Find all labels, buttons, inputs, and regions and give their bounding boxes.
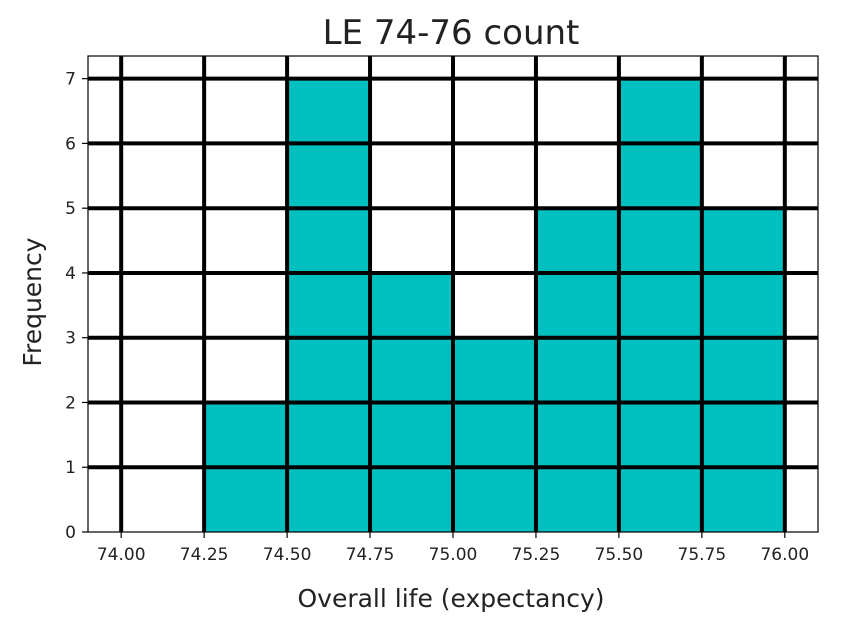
- y-axis-label: Frequency: [18, 237, 47, 366]
- histogram-bar: [287, 78, 371, 533]
- x-tick-label: 75.75: [678, 545, 727, 565]
- y-tick-label: 5: [65, 199, 76, 219]
- x-axis-label: Overall life (expectancy): [297, 584, 604, 613]
- y-tick-label: 4: [65, 264, 76, 284]
- x-tick-label: 74.25: [180, 545, 229, 565]
- histogram-bar: [618, 78, 702, 533]
- histogram-bar: [535, 208, 619, 532]
- y-axis-ticks: 0 1 2 3 4 5 6 7: [65, 70, 88, 543]
- x-tick-label: 76.00: [760, 545, 809, 565]
- grid-lines: [88, 56, 818, 532]
- x-tick-label: 75.25: [512, 545, 561, 565]
- x-tick-label: 74.75: [346, 545, 395, 565]
- chart-title: LE 74-76 count: [323, 13, 580, 53]
- x-tick-label: 74.50: [263, 545, 312, 565]
- histogram-bar: [453, 337, 536, 532]
- y-tick-label: 2: [65, 393, 76, 413]
- y-tick-label: 3: [65, 329, 76, 349]
- x-tick-label: 75.00: [429, 545, 478, 565]
- y-tick-label: 0: [65, 523, 76, 543]
- bars-group: [204, 78, 785, 533]
- x-tick-label: 75.50: [595, 545, 644, 565]
- y-tick-label: 1: [65, 458, 76, 478]
- x-tick-label: 74.00: [97, 545, 146, 565]
- y-tick-label: 6: [65, 134, 76, 154]
- histogram-bar: [701, 208, 785, 532]
- plot-area: [87, 55, 819, 533]
- y-tick-label: 7: [65, 70, 76, 90]
- x-axis-ticks: 74.00 74.25 74.50 74.75 75.00 75.25 75.50 75.75…: [97, 532, 809, 565]
